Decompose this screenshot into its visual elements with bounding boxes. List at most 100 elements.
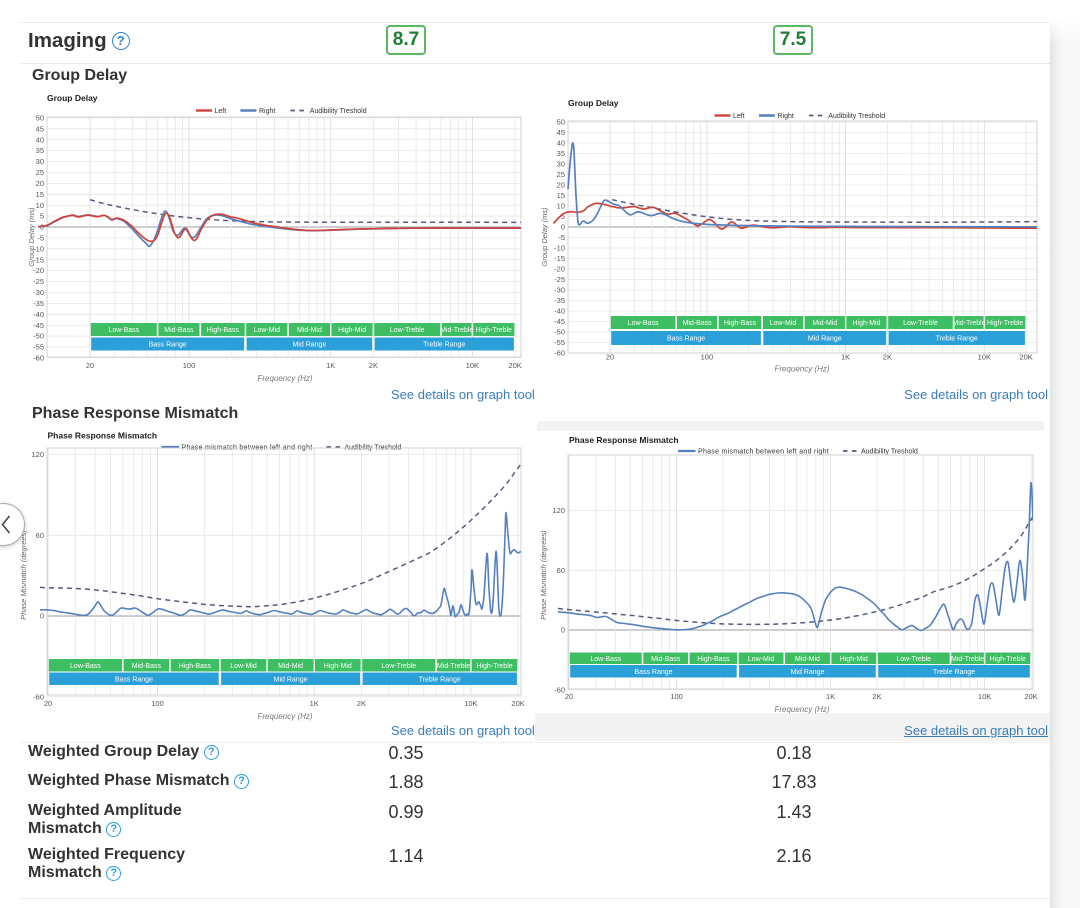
svg-text:Mid-Treble: Mid-Treble [952, 320, 985, 327]
svg-text:-45: -45 [33, 321, 44, 330]
svg-text:Mid-Mid: Mid-Mid [812, 320, 837, 327]
svg-text:45: 45 [36, 124, 44, 133]
svg-text:-40: -40 [554, 307, 565, 316]
svg-text:5: 5 [561, 212, 565, 221]
svg-text:15: 15 [557, 191, 565, 200]
svg-text:Mid-Bass: Mid-Bass [132, 663, 162, 670]
svg-text:45: 45 [557, 128, 565, 137]
svg-text:2K: 2K [872, 692, 881, 701]
svg-text:20: 20 [565, 692, 573, 701]
svg-text:1K: 1K [841, 353, 850, 362]
svg-text:Mid-Mid: Mid-Mid [795, 656, 820, 663]
svg-text:Right: Right [778, 113, 794, 120]
svg-text:10: 10 [36, 201, 44, 210]
svg-text:-40: -40 [33, 310, 44, 319]
svg-text:-15: -15 [554, 254, 565, 263]
svg-text:10K: 10K [978, 692, 991, 701]
svg-text:Mid-Treble: Mid-Treble [951, 656, 984, 663]
svg-text:30: 30 [36, 157, 44, 166]
svg-text:Mid Range: Mid Range [791, 669, 825, 676]
svg-text:120: 120 [552, 506, 565, 515]
svg-text:Bass Range: Bass Range [634, 669, 672, 676]
svg-text:High-Mid: High-Mid [338, 327, 366, 334]
svg-text:-30: -30 [33, 288, 44, 297]
svg-text:Low-Mid: Low-Mid [770, 320, 797, 327]
svg-text:High-Bass: High-Bass [207, 327, 240, 334]
svg-text:Group Delay: Group Delay [47, 93, 98, 103]
svg-text:Group Delay (ms): Group Delay (ms) [27, 207, 36, 267]
svg-text:High-Mid: High-Mid [852, 320, 880, 327]
svg-text:-5: -5 [37, 234, 44, 243]
svg-text:60: 60 [557, 566, 565, 575]
svg-text:Low-Mid: Low-Mid [748, 656, 775, 663]
svg-text:30: 30 [557, 160, 565, 169]
svg-text:Low-Treble: Low-Treble [896, 656, 931, 663]
svg-text:10K: 10K [978, 353, 991, 362]
svg-text:20: 20 [36, 179, 44, 188]
svg-text:Low-Bass: Low-Bass [108, 327, 139, 334]
svg-text:Bass Range: Bass Range [149, 342, 187, 349]
svg-text:Mid-Bass: Mid-Bass [164, 327, 194, 334]
svg-text:-25: -25 [33, 277, 44, 286]
svg-text:100: 100 [701, 353, 714, 362]
svg-text:0: 0 [40, 612, 44, 621]
svg-text:5: 5 [40, 212, 44, 221]
svg-text:20: 20 [86, 361, 94, 370]
svg-text:Low-Treble: Low-Treble [390, 327, 425, 334]
svg-text:35: 35 [557, 149, 565, 158]
svg-text:Right: Right [259, 108, 275, 115]
svg-text:-55: -55 [33, 343, 44, 352]
svg-text:20: 20 [557, 181, 565, 190]
svg-text:Treble Range: Treble Range [933, 669, 975, 676]
svg-text:Frequency (Hz): Frequency (Hz) [257, 712, 312, 721]
svg-text:10K: 10K [464, 699, 477, 708]
svg-text:Mid-Treble: Mid-Treble [440, 327, 473, 334]
svg-text:Group Delay (ms): Group Delay (ms) [540, 207, 549, 267]
svg-text:35: 35 [36, 146, 44, 155]
svg-text:20K: 20K [1019, 353, 1032, 362]
svg-text:-35: -35 [33, 299, 44, 308]
svg-text:High-Mid: High-Mid [840, 656, 868, 663]
svg-text:Mid-Bass: Mid-Bass [683, 320, 713, 327]
svg-text:Low-Bass: Low-Bass [628, 320, 659, 327]
svg-text:High-Bass: High-Bass [697, 656, 730, 663]
svg-text:-60: -60 [554, 349, 565, 358]
svg-text:Left: Left [733, 113, 745, 120]
svg-text:Audibility Treshold: Audibility Treshold [310, 108, 367, 115]
svg-text:20K: 20K [511, 699, 524, 708]
svg-text:Low-Treble: Low-Treble [903, 320, 938, 327]
svg-text:High-Bass: High-Bass [179, 663, 212, 670]
svg-text:2K: 2K [883, 353, 892, 362]
svg-text:Mid-Mid: Mid-Mid [278, 663, 303, 670]
svg-text:-50: -50 [554, 328, 565, 337]
svg-text:2K: 2K [369, 361, 378, 370]
svg-text:40: 40 [557, 139, 565, 148]
svg-text:25: 25 [36, 168, 44, 177]
svg-text:15: 15 [36, 190, 44, 199]
svg-text:50: 50 [36, 114, 44, 123]
svg-text:25: 25 [557, 170, 565, 179]
svg-text:-20: -20 [33, 266, 44, 275]
svg-text:Mid-Mid: Mid-Mid [297, 327, 322, 334]
svg-text:1K: 1K [310, 699, 319, 708]
svg-text:100: 100 [151, 699, 164, 708]
svg-text:-5: -5 [558, 233, 565, 242]
svg-text:-10: -10 [33, 244, 44, 253]
svg-text:2K: 2K [357, 699, 366, 708]
svg-text:High-Treble: High-Treble [987, 320, 1023, 327]
svg-text:Audibility Treshold: Audibility Treshold [828, 113, 885, 120]
svg-text:10K: 10K [466, 361, 479, 370]
svg-text:20: 20 [606, 353, 614, 362]
svg-text:-50: -50 [33, 332, 44, 341]
svg-text:Treble Range: Treble Range [936, 336, 978, 343]
svg-text:Phase Response Mismatch: Phase Response Mismatch [48, 431, 158, 441]
svg-text:High-Bass: High-Bass [724, 320, 757, 327]
svg-text:Frequency (Hz): Frequency (Hz) [774, 365, 829, 374]
svg-text:-60: -60 [33, 354, 44, 363]
svg-text:-60: -60 [554, 685, 565, 694]
svg-text:High-Treble: High-Treble [990, 656, 1026, 663]
svg-text:-55: -55 [554, 338, 565, 347]
svg-text:-25: -25 [554, 275, 565, 284]
svg-text:-45: -45 [554, 317, 565, 326]
svg-text:Low-Treble: Low-Treble [381, 663, 416, 670]
